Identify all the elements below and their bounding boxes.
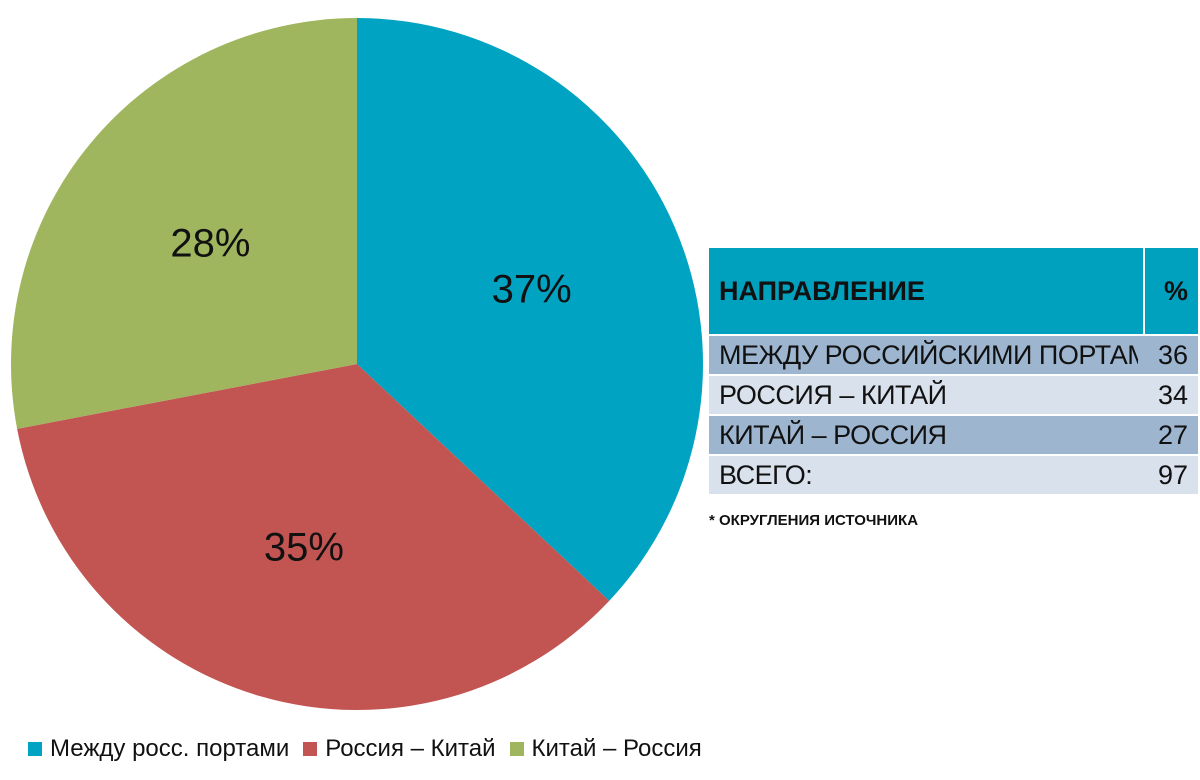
- table-footnote: * ОКРУГЛЕНИЯ ИСТОЧНИКА: [709, 512, 919, 529]
- table-row: РОССИЯ – КИТАЙ 34: [709, 376, 1198, 414]
- table-cell-direction: КИТАЙ – РОССИЯ: [719, 419, 947, 450]
- pie-slice-2: [11, 18, 358, 429]
- pie-chart: 37% 35% 28%: [11, 18, 703, 710]
- legend-swatch-between-ports: [28, 742, 42, 756]
- legend-item-russia-china: Россия – Китай: [303, 735, 496, 763]
- pie-slice-1: [17, 364, 610, 710]
- pie-slice-label-0: 37%: [492, 267, 572, 311]
- table-header-percent: %: [1145, 248, 1198, 334]
- table-cell-value: 34: [1157, 379, 1188, 410]
- chart-legend: Между росс. портами Россия – Китай Китай…: [28, 734, 716, 764]
- table-header: НАПРАВЛЕНИЕ %: [709, 248, 1198, 334]
- legend-item-china-russia: Китай – Россия: [509, 735, 702, 763]
- pie-slices: [11, 18, 703, 710]
- table-row-total: ВСЕГО: 97: [709, 456, 1198, 494]
- legend-label-russia-china: Россия – Китай: [325, 735, 496, 762]
- table-row: КИТАЙ – РОССИЯ 27: [709, 416, 1198, 454]
- pie-slice-labels: 37% 35% 28%: [170, 222, 571, 570]
- legend-item-between-ports: Между росс. портами: [28, 735, 289, 763]
- pie-slice-0: [357, 18, 703, 601]
- table-cell-direction: РОССИЯ – КИТАЙ: [719, 379, 947, 410]
- table-cell-direction: ВСЕГО:: [719, 459, 813, 490]
- table-row: МЕЖДУ РОССИЙСКИМИ ПОРТАМИ 36: [709, 336, 1198, 374]
- table-body: МЕЖДУ РОССИЙСКИМИ ПОРТАМИ 36 РОССИЯ – КИ…: [709, 336, 1198, 496]
- legend-label-between-ports: Между росс. портами: [50, 735, 290, 762]
- pie-slice-label-2: 28%: [170, 222, 250, 266]
- legend-label-china-russia: Китай – Россия: [531, 735, 702, 762]
- table-cell-value: 27: [1157, 419, 1188, 450]
- table-cell-value: 36: [1157, 339, 1188, 370]
- table-header-direction: НАПРАВЛЕНИЕ: [709, 248, 1145, 334]
- legend-swatch-china-russia: [509, 742, 524, 756]
- table-cell-value: 97: [1157, 459, 1188, 490]
- legend-swatch-russia-china: [303, 742, 318, 756]
- pie-slice-label-1: 35%: [264, 526, 344, 570]
- table-cell-direction: МЕЖДУ РОССИЙСКИМИ ПОРТАМИ: [719, 339, 1138, 370]
